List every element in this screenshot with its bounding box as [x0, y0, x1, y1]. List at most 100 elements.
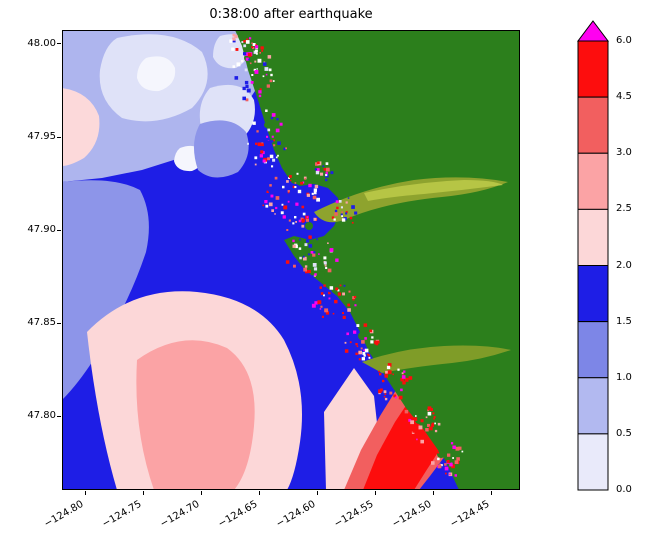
map-speckle: [432, 412, 435, 415]
map-speckle: [327, 242, 329, 244]
map-speckle: [256, 130, 259, 133]
x-tick-mark: [142, 491, 144, 495]
map-speckle: [354, 211, 358, 215]
map-speckle: [450, 462, 453, 465]
map-speckle: [254, 60, 257, 63]
map-speckle: [265, 73, 268, 76]
map-speckle: [325, 173, 328, 177]
map-speckle: [268, 189, 271, 192]
map-speckle: [244, 52, 249, 56]
map-speckle: [387, 370, 392, 375]
map-speckle: [304, 243, 308, 247]
map-speckle: [296, 172, 299, 175]
map-speckle: [269, 154, 274, 159]
map-speckle: [349, 341, 352, 344]
map-speckle: [371, 336, 374, 339]
map-speckle: [257, 58, 262, 63]
map-island: [305, 222, 313, 230]
map-speckle: [323, 284, 326, 287]
map-speckle: [322, 165, 325, 167]
map-speckle: [354, 304, 357, 307]
map-speckle: [242, 96, 246, 101]
map-speckle: [439, 463, 442, 466]
map-speckle: [410, 420, 414, 425]
map-speckle: [314, 168, 317, 171]
map-speckle: [455, 446, 460, 451]
map-island: [389, 376, 397, 384]
map-speckle: [261, 50, 264, 52]
colorbar-tick-label: 1.0: [616, 371, 632, 383]
map-speckle: [293, 226, 297, 229]
map-speckle: [395, 396, 397, 399]
map-speckle: [260, 193, 263, 196]
map-speckle: [356, 345, 359, 348]
map-speckle: [400, 388, 403, 392]
map-speckle: [356, 324, 360, 327]
map-region-ocean-white-patch-1: [137, 56, 176, 92]
map-speckle: [261, 143, 264, 147]
map-island: [264, 122, 270, 128]
map-speckle: [387, 363, 392, 367]
map-speckle: [312, 253, 316, 257]
y-tick-label: 47.95: [27, 131, 56, 143]
colorbar-tick-label: 2.0: [616, 259, 632, 271]
colorbar-segment: [577, 433, 609, 491]
map-speckle: [313, 188, 317, 192]
map-speckle: [392, 373, 394, 376]
map-speckle: [333, 308, 337, 311]
map-speckle: [283, 205, 288, 210]
map-speckle: [382, 379, 385, 383]
map-speckle: [312, 195, 317, 200]
map-speckle: [330, 171, 334, 175]
map-speckle: [363, 349, 365, 352]
map-speckle: [231, 47, 235, 51]
map-speckle: [452, 457, 454, 459]
map-speckle: [305, 218, 309, 222]
map-speckle: [434, 422, 436, 425]
map-speckle: [255, 44, 257, 46]
colorbar-segment: [577, 265, 609, 323]
map-speckle: [352, 298, 355, 301]
map-speckle: [316, 202, 320, 206]
map-speckle: [245, 57, 249, 61]
map-speckle: [383, 390, 387, 394]
map-speckle: [314, 273, 317, 276]
map-speckle: [240, 59, 244, 63]
map-speckle: [250, 81, 254, 84]
map-speckle: [281, 208, 285, 212]
map-speckle: [319, 286, 322, 289]
map-speckle: [289, 209, 292, 212]
map-speckle: [386, 365, 391, 370]
colorbar-segment: [577, 377, 609, 435]
map-speckle: [323, 294, 325, 297]
map-speckle: [295, 202, 299, 206]
map-speckle: [270, 116, 274, 120]
map-speckle: [288, 175, 292, 178]
map-speckle: [444, 463, 447, 466]
map-speckle: [303, 176, 307, 180]
map-speckle: [307, 269, 311, 273]
map-speckle: [289, 179, 292, 182]
map-speckle: [283, 147, 286, 151]
map-speckle: [255, 52, 258, 55]
map-speckle: [273, 160, 277, 164]
map-speckle: [293, 264, 296, 268]
map-speckle: [268, 202, 273, 207]
map-speckle: [313, 274, 316, 277]
map-speckle: [270, 194, 274, 198]
map-speckle: [334, 299, 338, 304]
map-speckle: [314, 301, 318, 305]
map-speckle: [438, 464, 442, 469]
map-speckle: [338, 200, 342, 203]
map-speckle: [277, 141, 281, 145]
map-speckle: [353, 295, 357, 299]
map-speckle: [311, 192, 314, 195]
map-speckle: [437, 422, 441, 426]
colorbar-segment: [577, 96, 609, 154]
map-speckle: [294, 186, 297, 189]
x-tick-mark: [84, 491, 86, 495]
map-speckle: [412, 429, 416, 433]
map-speckle: [273, 139, 275, 142]
map-speckle: [446, 460, 450, 463]
map-speckle: [403, 370, 406, 373]
